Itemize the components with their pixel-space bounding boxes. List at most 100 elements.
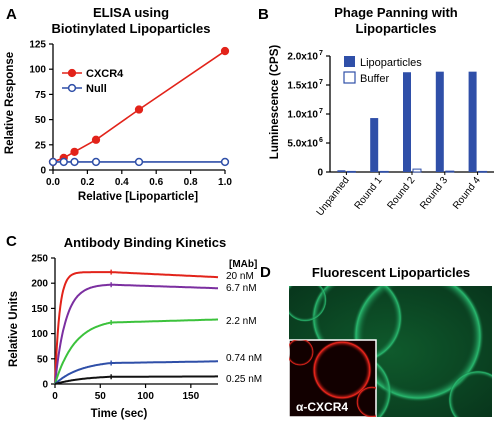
- chart-b-xtick-label: Unpanned: [315, 175, 352, 218]
- chart-a-xtick-label: 0.2: [80, 177, 94, 188]
- chart-a-point: [220, 157, 230, 167]
- chart-b-ytick-exponent: 7: [319, 50, 323, 57]
- chart-a-point: [134, 105, 144, 114]
- chart-c-lines: [54, 269, 219, 385]
- chart-a-xtick-label: 0.4: [115, 177, 129, 188]
- panel-letter-c: C: [6, 233, 17, 250]
- chart-a-ylabel: Relative Response: [4, 52, 16, 154]
- chart-c-series-label: 6.7 nM: [226, 283, 257, 294]
- chart-c-title: Antibody Binding Kinetics: [64, 235, 227, 250]
- chart-b-bar-lipoparticles: [435, 71, 444, 172]
- chart-b-ytick-label: 1.5x10: [287, 81, 318, 92]
- chart-c-series-line-0: [54, 271, 219, 385]
- inset-micrograph: α-CXCR4: [288, 339, 377, 418]
- panel-letter-a: A: [6, 6, 17, 23]
- chart-b-bar-lipoparticles: [370, 118, 379, 172]
- chart-c-ytick-label: 0: [42, 380, 48, 391]
- chart-a-ytick-label: 75: [35, 90, 47, 101]
- panel-c: C Antibody Binding Kinetics 0 50 100 150 200…: [6, 233, 262, 420]
- chart-c-series-label: 0.25 nM: [226, 374, 262, 385]
- inset-label: α-CXCR4: [296, 400, 348, 414]
- chart-b-bar-buffer: [478, 170, 488, 173]
- chart-a-point: [134, 157, 144, 167]
- chart-c-ytick-label: 50: [37, 354, 49, 365]
- chart-b-bars: [337, 71, 488, 173]
- chart-c-series-line-2: [54, 318, 218, 385]
- chart-a-lines: [48, 46, 230, 167]
- chart-a-point: [70, 157, 79, 167]
- chart-a-ytick-label: 25: [35, 140, 47, 151]
- chart-c-ytick-label: 150: [31, 304, 48, 315]
- chart-b-title-line1: Phage Panning with: [334, 5, 458, 20]
- chart-c-series-label: 2.2 nM: [226, 316, 257, 327]
- chart-c-ytick-label: 100: [31, 329, 48, 340]
- panel-a: A ELISA using Biotinylated Lipoparticles…: [4, 5, 232, 203]
- chart-b-ytick-label: 2.0x10: [287, 52, 318, 63]
- image-panel-title: Fluorescent Lipoparticles: [312, 265, 470, 280]
- chart-b-legend-label: Buffer: [360, 73, 389, 85]
- chart-a-title-line1: ELISA using: [93, 5, 169, 20]
- chart-c-legend: [MAb]20 nM6.7 nM 2.2 nM 0.74 nM 0.25 nM: [226, 259, 262, 385]
- chart-b-bar-buffer: [412, 168, 422, 173]
- chart-c-xtick-label: 100: [137, 391, 154, 402]
- chart-b-bar-buffer: [346, 170, 356, 173]
- chart-a-xtick-label: 0.0: [46, 177, 60, 188]
- chart-a-point: [70, 147, 79, 157]
- panel-b: B Phage Panning with Lipoparticles 0 5.0x…: [258, 5, 494, 218]
- chart-b-legend-label: Lipoparticles: [360, 57, 422, 69]
- chart-a-ytick-label: 125: [29, 40, 46, 51]
- chart-a-point: [48, 157, 58, 167]
- chart-c-ylabel: Relative Units: [8, 291, 20, 367]
- chart-a-xtick-label: 1.0: [218, 177, 232, 188]
- chart-b-ytick-label: 5.0x10: [287, 139, 318, 150]
- chart-b-ytick-label: 1.0x10: [287, 110, 318, 121]
- panel-d: D Fluorescent Lipoparticles α-CXCR: [260, 264, 492, 418]
- chart-b-ytick-exponent: 6: [319, 137, 323, 144]
- chart-a-point: [59, 157, 68, 167]
- chart-c-series-label: 20 nM: [226, 271, 254, 282]
- chart-b-bar-lipoparticles: [403, 72, 411, 172]
- chart-a-ytick-label: 100: [29, 65, 46, 76]
- chart-b-ytick-exponent: 7: [319, 108, 323, 115]
- chart-a-xlabel: Relative [Lipoparticle]: [78, 191, 198, 203]
- chart-a-legend-marker: [67, 68, 77, 78]
- chart-b-xtick-label: Round 4: [451, 175, 483, 212]
- chart-a-ytick-label: 50: [35, 115, 47, 126]
- panel-letter-b: B: [258, 6, 269, 23]
- chart-a-point: [91, 135, 101, 144]
- chart-b-bar-lipoparticles: [468, 71, 477, 172]
- fluorescence-micrograph: α-CXCR4: [288, 286, 492, 418]
- chart-a-legend-marker: [67, 83, 77, 93]
- chart-b-bar-buffer: [379, 170, 389, 173]
- chart-c-series-label: 0.74 nM: [226, 353, 262, 364]
- chart-b-ylabel: Luminescence (CPS): [269, 45, 281, 160]
- chart-a-point: [220, 46, 230, 56]
- chart-b-xtick-label: Round 1: [353, 175, 385, 212]
- chart-c-ytick-label: 250: [31, 254, 48, 265]
- chart-a-title-line2: Biotinylated Lipoparticles: [52, 21, 211, 36]
- chart-a-ytick-label: 0: [40, 166, 46, 177]
- chart-a-xtick-label: 0.8: [184, 177, 198, 188]
- chart-b-bar-lipoparticles: [337, 170, 346, 172]
- chart-a-legend-label: CXCR4: [86, 68, 124, 80]
- chart-b-ytick-label: 0: [317, 168, 323, 179]
- chart-b-ytick-exponent: 7: [319, 79, 323, 86]
- chart-c-xtick-label: 0: [52, 391, 58, 402]
- chart-b-xtick-label: Round 2: [385, 175, 417, 212]
- chart-b-legend: Lipoparticles Buffer: [343, 56, 422, 85]
- chart-c-legend-header: [MAb]: [229, 259, 257, 270]
- chart-a-axes: 0 25 50 75 100 125 0.0 0.2 0.4 0.6 0.8 1.0: [29, 40, 232, 189]
- chart-c-xtick-label: 150: [182, 391, 199, 402]
- chart-c-series-line-1: [54, 283, 218, 385]
- chart-c-series-line-3: [54, 360, 218, 385]
- chart-c-xtick-label: 50: [95, 391, 107, 402]
- chart-c-ytick-label: 200: [31, 279, 48, 290]
- chart-a-legend-label: Null: [86, 83, 107, 95]
- panel-letter-d: D: [260, 264, 271, 281]
- chart-b-bar-buffer: [445, 170, 455, 173]
- chart-b-legend-swatch-buffer: [343, 71, 356, 84]
- chart-b-xtick-label: Round 3: [418, 175, 450, 212]
- chart-b-legend-swatch-lipoparticles: [344, 56, 355, 67]
